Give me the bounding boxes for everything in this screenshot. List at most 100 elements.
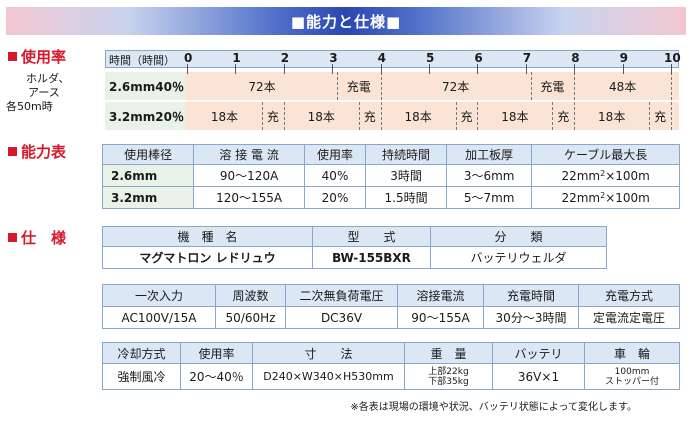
timeline-tick	[622, 64, 624, 74]
spec-header: 冷却方式	[102, 342, 181, 364]
spec-cell: AC100V/15A	[102, 306, 216, 329]
usage-note-line: ホルダ、	[26, 72, 70, 85]
spec-cell: マグマトロン レドリュウ	[102, 246, 313, 269]
capacity-cell: 20%	[303, 186, 367, 209]
timeline-segment-divider	[455, 102, 457, 130]
spec-cell: 36V×1	[492, 363, 585, 390]
timeline-segment: 充	[266, 109, 279, 124]
spec-cell: D240×W340×H530mm	[252, 363, 405, 390]
timeline-tick	[380, 64, 382, 74]
timeline-segment-divider	[552, 102, 554, 130]
timeline-segment: 充電	[540, 79, 565, 94]
timeline-segment-divider	[671, 72, 672, 100]
timeline-hour-label: 5	[426, 51, 435, 65]
spec-header: 型 式	[312, 226, 431, 247]
timeline-segment-divider	[649, 102, 651, 130]
spec-cell: DC36V	[285, 306, 398, 329]
timeline-row-area: 72本 充電 72本 充電 48本	[185, 72, 679, 100]
spec-cell: 定電流定電圧	[578, 306, 680, 329]
red-square-icon	[8, 52, 17, 61]
spec-header: 車 輪	[584, 342, 680, 364]
timeline-segment-divider	[477, 102, 479, 130]
timeline-segment-divider	[283, 102, 285, 130]
timeline-segment-divider	[337, 72, 339, 100]
timeline-segment-divider	[671, 102, 672, 130]
timeline-segment: 18本	[501, 109, 529, 124]
cable-size: 22mm	[561, 190, 601, 205]
section-capacity-title: 能力表	[21, 143, 67, 161]
usage-timeline: 時間（時間） 2.6mm40％ 72本 充電 72本 充電 48本 3.2mm20％ 1…	[105, 50, 681, 132]
capacity-header: 持続時間	[365, 144, 448, 165]
capacity-header: 使用率	[303, 144, 367, 165]
timeline-hour-label: 9	[619, 51, 628, 65]
timeline-hour-label: 4	[377, 51, 386, 65]
header-banner: ■能力と仕様■	[6, 7, 686, 35]
spec-model-table: 機 種 名 型 式 分 類 マグマトロン レドリュウ BW-155BXR バッテ…	[102, 226, 607, 269]
weight-upper: 上部22kg	[428, 366, 469, 377]
timeline-segment: 充	[654, 109, 667, 124]
timeline-tick	[477, 64, 479, 74]
timeline-tick	[429, 64, 430, 74]
timeline-tick	[332, 64, 334, 74]
timeline-segment: 充	[363, 109, 376, 124]
spec-cell-weight: 上部22kg 下部35kg	[404, 363, 493, 390]
spec-cell: 20〜40％	[180, 363, 253, 390]
timeline-row-area: 18本 充 18本 充 18本 充 18本 充 18本 充	[185, 102, 679, 130]
timeline-hour-label: 0	[184, 51, 193, 65]
timeline-hour-label: 1	[232, 51, 241, 65]
usage-note-line: 各50m時	[6, 100, 53, 113]
section-spec-title: 仕 様	[21, 229, 67, 247]
capacity-cell: 90〜120A	[193, 164, 305, 187]
spec-header: 使用率	[180, 342, 253, 364]
section-capacity-label: 能力表	[8, 141, 66, 162]
spec-header: 分 類	[430, 226, 607, 247]
timeline-segment: 18本	[210, 109, 239, 124]
timeline-hour-label: 10	[664, 51, 681, 65]
capacity-table: 使用棒径 溶 接 電 流 使用率 持続時間 加工板厚 ケーブル最大長 2.6mm…	[101, 144, 680, 209]
cable-size-exponent: 2	[600, 168, 606, 178]
spec-cell: 強制風冷	[102, 363, 181, 390]
timeline-hour-label: 6	[474, 51, 483, 65]
cable-length: ×100m	[605, 190, 650, 205]
timeline-tick	[283, 64, 285, 74]
timeline-hour-label: 7	[522, 51, 532, 65]
spec-header: 機 種 名	[102, 226, 313, 247]
timeline-segment-divider	[380, 72, 382, 100]
timeline-hour-label: 3	[329, 51, 338, 65]
spec-header: 溶接電流	[397, 284, 484, 307]
capacity-header: ケーブル最大長	[531, 144, 680, 165]
timeline-segment-divider	[262, 102, 264, 130]
capacity-cell: 22mm2×100m	[531, 164, 680, 187]
timeline-segment-divider	[530, 72, 532, 100]
timeline-row-label: 2.6mm40％	[105, 72, 185, 100]
spec-header: 二次無負荷電圧	[285, 284, 398, 307]
capacity-cell: 2.6mm	[101, 164, 195, 187]
timeline-hour-label: 2	[280, 51, 290, 65]
spec-physical-table: 冷却方式 使用率 寸 法 重 量 バッテリ 車 輪 強制風冷 20〜40％ D2…	[102, 342, 680, 390]
section-usage-title: 使用率	[21, 48, 67, 66]
timeline-segment-divider	[380, 102, 382, 130]
cable-size-exponent: 2	[600, 190, 606, 200]
spec-header: 一次入力	[102, 284, 216, 307]
timeline-segment-divider	[574, 72, 576, 100]
timeline-row: 3.2mm20％ 18本 充 18本 充 18本 充 18本 充 18本 充	[105, 102, 679, 130]
timeline-tick	[187, 64, 188, 74]
timeline-segment-divider	[358, 102, 360, 130]
capacity-cell: 120〜155A	[193, 186, 305, 209]
spec-cell: バッテリウェルダ	[430, 246, 607, 269]
capacity-header: 使用棒径	[101, 144, 195, 165]
cable-size: 22mm	[561, 168, 601, 183]
spec-header: 周波数	[215, 284, 286, 307]
wheel-stopper: ストッパー付	[604, 376, 659, 387]
capacity-cell: 3〜6mm	[446, 164, 533, 187]
spec-cell: BW-155BXR	[312, 246, 431, 269]
timeline-header: 時間（時間）	[105, 50, 679, 68]
spec-header: バッテリ	[492, 342, 585, 364]
capacity-cell: 3.2mm	[101, 186, 195, 209]
footnote: ※各表は現場の環境や状況、バッテリ状態によって変化します。	[350, 402, 637, 413]
usage-note: ホルダ、 アース 各50m時	[6, 72, 96, 114]
timeline-segment: 充	[460, 109, 473, 124]
timeline-tick	[574, 64, 576, 74]
capacity-header: 加工板厚	[446, 144, 533, 165]
timeline-header-label: 時間（時間）	[109, 54, 175, 67]
